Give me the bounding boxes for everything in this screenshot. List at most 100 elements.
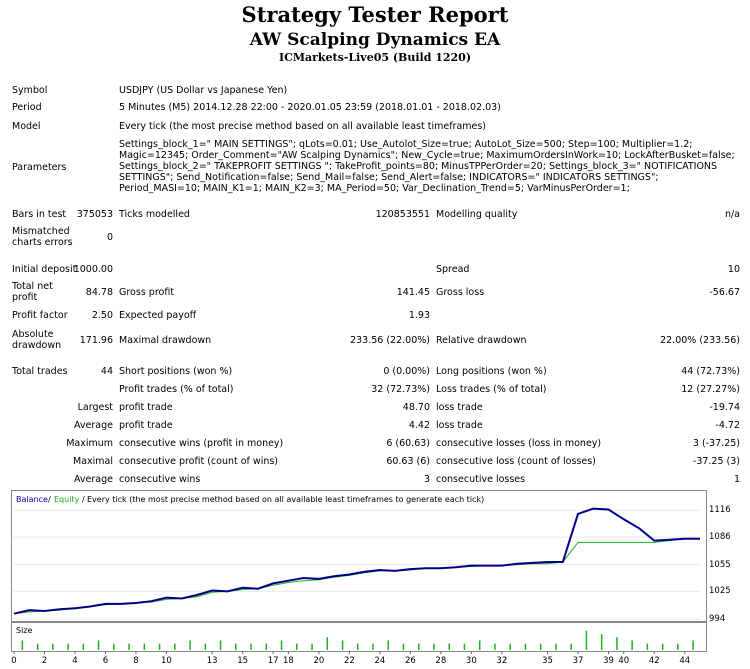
pf-label: Profit factor xyxy=(12,310,68,321)
ticks-value: 120853551 xyxy=(375,209,430,220)
x-tick-label: 32 xyxy=(496,656,507,666)
period-value: 5 Minutes (M5) 2014.12.28 22:00 - 2020.0… xyxy=(119,102,501,113)
model-label: Model xyxy=(12,121,41,132)
size-bar xyxy=(631,640,633,650)
netprofit-label-2: profit xyxy=(12,292,38,303)
balance-line xyxy=(13,507,700,615)
size-bar xyxy=(524,643,527,650)
size-bar xyxy=(97,640,100,650)
quality-value: n/a xyxy=(724,209,740,220)
absdd-value: 171.96 xyxy=(79,335,113,346)
short-value: 0 (0.00%) xyxy=(383,366,430,377)
size-bar xyxy=(600,634,603,650)
size-bar xyxy=(677,643,679,650)
x-tick-label: 30 xyxy=(466,656,477,666)
report-title: Strategy Tester Report xyxy=(241,2,509,27)
deposit-value: 1000.00 xyxy=(73,264,113,275)
maxdd-label: Maximal drawdown xyxy=(119,335,212,346)
avg-wins-value: 3 xyxy=(423,474,430,485)
pf-value: 2.50 xyxy=(91,310,113,321)
size-bar xyxy=(204,643,207,650)
largest-profit-value: 48.70 xyxy=(402,402,430,413)
absdd-label-1: Absolute xyxy=(12,329,54,340)
maximal-loss-value: -37.25 (3) xyxy=(692,456,740,467)
size-chart-svg: Size xyxy=(16,626,694,650)
x-tick-label: 4 xyxy=(72,656,77,666)
size-bar xyxy=(539,643,542,650)
account-build: ICMarkets-Live05 (Build 1220) xyxy=(278,51,472,64)
period-label: Period xyxy=(12,102,42,113)
avg-label: Average xyxy=(73,474,113,485)
x-tick-label: 44 xyxy=(679,656,690,666)
x-tick-label: 26 xyxy=(405,656,416,666)
y-tick-label: 1086 xyxy=(709,532,731,543)
long-value: 44 (72.73%) xyxy=(681,366,740,377)
loss-trades-label: Loss trades (% of total) xyxy=(436,384,547,395)
bars-label: Bars in test xyxy=(12,209,67,220)
legend-balance: Balance xyxy=(16,495,48,504)
size-bar xyxy=(67,643,69,650)
max-wins-value: 6 (60.63) xyxy=(386,438,430,449)
x-tick-label: 28 xyxy=(435,656,446,666)
size-bar xyxy=(555,643,557,650)
size-bar xyxy=(21,640,24,650)
max-losses-value: 3 (-37.25) xyxy=(692,438,740,449)
size-bar xyxy=(463,643,466,650)
mismatch-label-1: Mismatched xyxy=(12,226,70,237)
x-tick-label: 18 xyxy=(283,656,294,666)
avg-wins-label: consecutive wins xyxy=(119,474,201,485)
legend-sep-2: / xyxy=(82,495,85,504)
size-bar xyxy=(82,643,85,650)
x-tick-label: 0 xyxy=(11,656,16,666)
average-profit-value: 4.42 xyxy=(408,420,430,431)
grossloss-label: Gross loss xyxy=(436,287,485,298)
spread-label: Spread xyxy=(436,264,470,275)
spread-value: 10 xyxy=(727,264,740,275)
size-bar xyxy=(128,643,130,650)
size-bar xyxy=(585,630,588,650)
x-tick-label: 24 xyxy=(374,656,385,666)
size-bar xyxy=(219,640,222,650)
legend-equity: Equity xyxy=(54,495,80,504)
maximal-profit-value: 60.63 (6) xyxy=(386,456,430,467)
size-bar xyxy=(250,643,252,650)
average-label: Average xyxy=(73,420,113,431)
size-bar xyxy=(189,640,191,650)
size-bar xyxy=(479,640,481,650)
legend-desc: Every tick (the most precise method base… xyxy=(87,495,484,504)
symbol-value: USDJPY (US Dollar vs Japanese Yen) xyxy=(119,85,288,96)
parameters-label: Parameters xyxy=(12,162,67,173)
largest-profit-label: profit trade xyxy=(119,402,173,413)
grossprofit-label: Gross profit xyxy=(119,287,175,298)
size-bar xyxy=(357,643,359,650)
x-axis: 0 2 4 6 8 10 13 15 17 18 20 22 24 26 28 30 32 35 37 39 40 42 4… xyxy=(11,651,690,666)
x-tick-label: 22 xyxy=(344,656,355,666)
long-label: Long positions (won %) xyxy=(436,366,547,377)
size-bar xyxy=(36,643,39,650)
y-tick-label: 1055 xyxy=(709,559,731,570)
size-bar xyxy=(143,643,146,650)
size-bar xyxy=(235,643,237,650)
avg-losses-value: 1 xyxy=(733,474,740,485)
x-tick-label: 40 xyxy=(618,656,629,666)
balance-chart: Balance / Equity / Every tick (the most … xyxy=(11,490,707,622)
maximum-label: Maximum xyxy=(66,438,113,449)
x-tick-label: 42 xyxy=(649,656,660,666)
netprofit-label-1: Total net xyxy=(12,281,53,292)
quality-label: Modelling quality xyxy=(436,209,518,220)
profit-trades-label: Profit trades (% of total) xyxy=(119,384,234,395)
trades-label: Total trades xyxy=(12,366,68,377)
size-bar xyxy=(433,643,435,650)
payoff-value: 1.93 xyxy=(408,310,430,321)
size-bar xyxy=(158,643,161,650)
average-loss-value: -4.72 xyxy=(715,420,740,431)
avg-losses-label: consecutive losses xyxy=(436,474,526,485)
largest-loss-value: -19.74 xyxy=(709,402,740,413)
symbol-label: Symbol xyxy=(12,85,48,96)
size-bar xyxy=(52,643,54,650)
ticks-label: Ticks modelled xyxy=(119,209,190,220)
size-bar xyxy=(570,643,572,650)
size-bar xyxy=(265,643,267,650)
x-tick-label: 39 xyxy=(603,656,614,666)
grossloss-value: -56.67 xyxy=(709,287,740,298)
